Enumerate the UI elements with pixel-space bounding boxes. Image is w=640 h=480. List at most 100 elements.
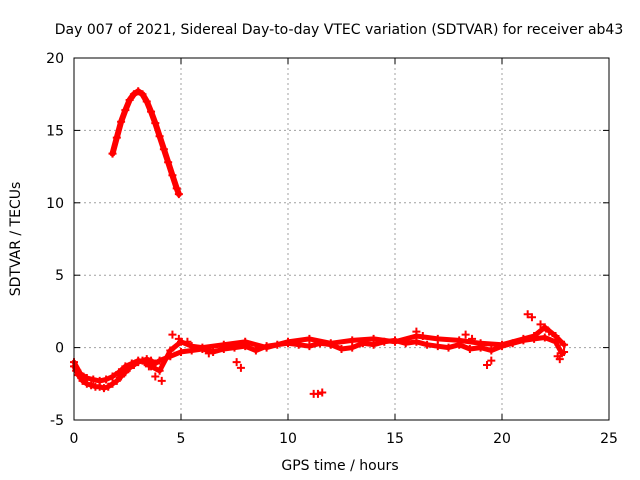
- data-point: [369, 334, 378, 343]
- data-point: [168, 171, 177, 180]
- data-point: [172, 184, 181, 193]
- data-point: [551, 332, 560, 341]
- data-point: [151, 119, 160, 128]
- data-point: [305, 342, 314, 351]
- data-point: [187, 342, 196, 351]
- y-tick-label: 0: [55, 341, 64, 357]
- data-point: [391, 337, 399, 346]
- data-point: [155, 132, 164, 141]
- data-point: [95, 376, 104, 385]
- x-tick-label: 15: [386, 431, 404, 447]
- data-point: [117, 117, 126, 126]
- y-tick-label: 15: [46, 123, 64, 139]
- data-point: [168, 330, 177, 339]
- data-point: [487, 346, 496, 355]
- data-point: [127, 359, 136, 368]
- x-tick-label: 20: [493, 431, 511, 447]
- data-point: [305, 334, 314, 343]
- data-point: [560, 347, 569, 356]
- data-point: [104, 382, 113, 391]
- y-tick-label: 10: [46, 196, 64, 212]
- y-tick-label: -5: [50, 413, 64, 429]
- data-point: [326, 339, 335, 348]
- data-point: [102, 375, 111, 384]
- y-axis-title: SDTVAR / TECUs: [8, 182, 24, 297]
- data-point: [418, 332, 427, 341]
- data-point: [337, 345, 346, 354]
- data-point: [519, 334, 528, 343]
- data-point: [487, 356, 496, 365]
- series-2: [70, 323, 569, 385]
- x-axis-title: GPS time / hours: [281, 458, 398, 474]
- data-point: [318, 388, 327, 397]
- x-tick-label: 25: [600, 431, 618, 447]
- data-point: [555, 355, 564, 364]
- data-point: [236, 363, 245, 372]
- y-tick-label: 20: [46, 51, 64, 67]
- data-point: [348, 336, 357, 345]
- data-point: [99, 384, 108, 393]
- data-point: [183, 337, 192, 346]
- data-point: [82, 374, 91, 383]
- data-point: [461, 330, 470, 339]
- data-point: [313, 389, 322, 398]
- data-point: [444, 343, 453, 352]
- data-point: [174, 334, 183, 343]
- data-point: [147, 107, 156, 116]
- data-point: [117, 372, 126, 381]
- x-tick-label: 10: [279, 431, 297, 447]
- data-point: [204, 349, 213, 358]
- data-point: [129, 90, 138, 99]
- data-point: [166, 346, 175, 355]
- data-point: [155, 366, 164, 375]
- data-point: [232, 358, 241, 367]
- data-point: [560, 340, 569, 349]
- data-series: [70, 87, 569, 398]
- data-point: [121, 362, 130, 371]
- data-point: [219, 340, 228, 349]
- data-point: [530, 332, 539, 341]
- data-point: [251, 346, 260, 355]
- data-point: [423, 340, 432, 349]
- data-point: [164, 158, 173, 167]
- data-point: [540, 333, 549, 342]
- grid-lines: [74, 58, 609, 420]
- axis-ticks: 0 5 10 15 20 25 -5 0 5 10 15 20: [46, 51, 618, 447]
- x-tick-label: 0: [70, 431, 79, 447]
- data-point: [121, 106, 130, 115]
- data-point: [262, 343, 271, 352]
- data-point: [523, 310, 532, 319]
- data-point: [72, 366, 81, 375]
- data-point: [108, 149, 117, 158]
- data-point: [483, 360, 492, 369]
- data-point: [108, 379, 117, 388]
- chart-title: Day 007 of 2021, Sidereal Day-to-day VTE…: [55, 22, 624, 38]
- data-point: [134, 87, 143, 96]
- data-point: [284, 337, 292, 346]
- data-point: [476, 339, 485, 348]
- data-point: [455, 336, 464, 345]
- series-3: [72, 310, 569, 398]
- data-point: [157, 376, 166, 385]
- series-0: [108, 87, 183, 199]
- data-point: [348, 343, 357, 352]
- data-point: [125, 95, 134, 104]
- data-point: [134, 356, 143, 365]
- data-point: [536, 320, 545, 329]
- data-point: [87, 381, 96, 390]
- data-point: [465, 345, 474, 354]
- data-point: [209, 347, 218, 356]
- data-point: [468, 334, 477, 343]
- y-tick-label: 5: [55, 268, 64, 284]
- data-point: [241, 337, 250, 346]
- data-point: [138, 90, 147, 99]
- data-point: [151, 372, 160, 381]
- data-point: [527, 313, 536, 322]
- data-point: [78, 376, 87, 385]
- data-point: [144, 362, 153, 371]
- data-point: [540, 323, 549, 332]
- data-point: [198, 343, 207, 352]
- data-point: [545, 327, 554, 336]
